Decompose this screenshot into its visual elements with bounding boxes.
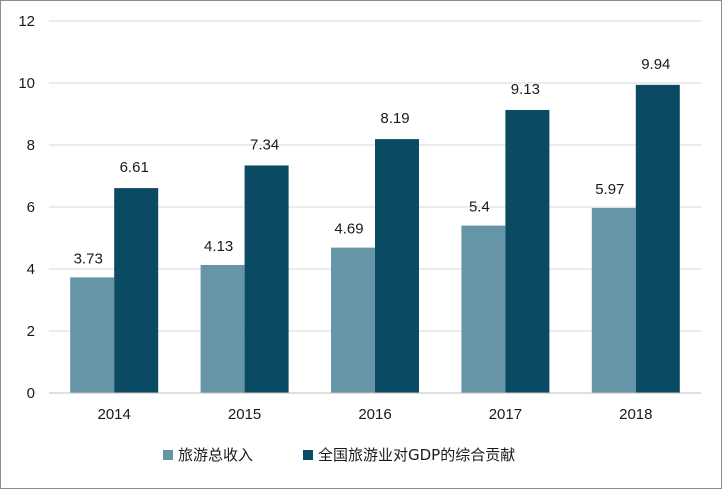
y-tick-label: 2: [27, 323, 35, 340]
bar-gdp-contribution-2017: [505, 109, 550, 393]
y-axis-tick-labels: 0 2 4 6 8 10 12: [18, 13, 35, 402]
bar-data-label: 9.94: [641, 56, 670, 73]
bar-tourism-revenue-2014: [70, 277, 115, 393]
x-tick-label: 2015: [228, 406, 261, 423]
bar-data-label: 5.97: [595, 181, 624, 198]
bar-gdp-contribution-2016: [375, 139, 419, 393]
bar-data-labels: 3.73 6.61 4.13 7.34 4.69 8.19 5.4 9.13 5.97 9.94: [74, 56, 671, 268]
bar-tourism-revenue-2015: [200, 264, 245, 393]
y-tick-label: 10: [18, 75, 35, 92]
bar-data-label: 8.19: [380, 110, 409, 127]
bar-gdp-contribution-2014: [114, 188, 159, 393]
bar-tourism-revenue-2018: [591, 207, 636, 393]
bar-data-label: 9.13: [511, 81, 540, 98]
bar-data-label: 4.69: [334, 221, 363, 238]
x-axis-tick-labels: 2014 2015 2016 2017 2018: [98, 406, 653, 423]
legend-swatch: [163, 450, 173, 460]
bar-gdp-contribution-2018: [635, 84, 680, 394]
bar-gdp-contribution-2015: [244, 165, 289, 393]
legend-swatch: [303, 450, 313, 460]
legend: 旅游总收入 全国旅游业对GDP的综合贡献: [163, 446, 515, 464]
bar-data-label: 4.13: [204, 238, 233, 255]
x-tick-label: 2014: [98, 406, 131, 423]
y-tick-label: 12: [18, 13, 35, 30]
y-tick-label: 0: [27, 385, 35, 402]
x-tick-label: 2016: [358, 406, 391, 423]
bar-data-label: 7.34: [250, 136, 279, 153]
x-tick-label: 2018: [619, 406, 652, 423]
x-tick-label: 2017: [489, 406, 522, 423]
y-tick-label: 6: [27, 199, 35, 216]
legend-label: 全国旅游业对GDP的综合贡献: [318, 446, 515, 464]
bars: [70, 84, 680, 394]
bar-data-label: 3.73: [74, 250, 103, 267]
bar-data-label: 5.4: [469, 199, 490, 216]
y-tick-label: 4: [27, 261, 35, 278]
bar-tourism-revenue-2016: [331, 247, 375, 393]
bar-tourism-revenue-2017: [461, 225, 506, 393]
legend-label: 旅游总收入: [178, 446, 253, 464]
y-tick-label: 8: [27, 137, 35, 154]
bar-data-label: 6.61: [120, 159, 149, 176]
